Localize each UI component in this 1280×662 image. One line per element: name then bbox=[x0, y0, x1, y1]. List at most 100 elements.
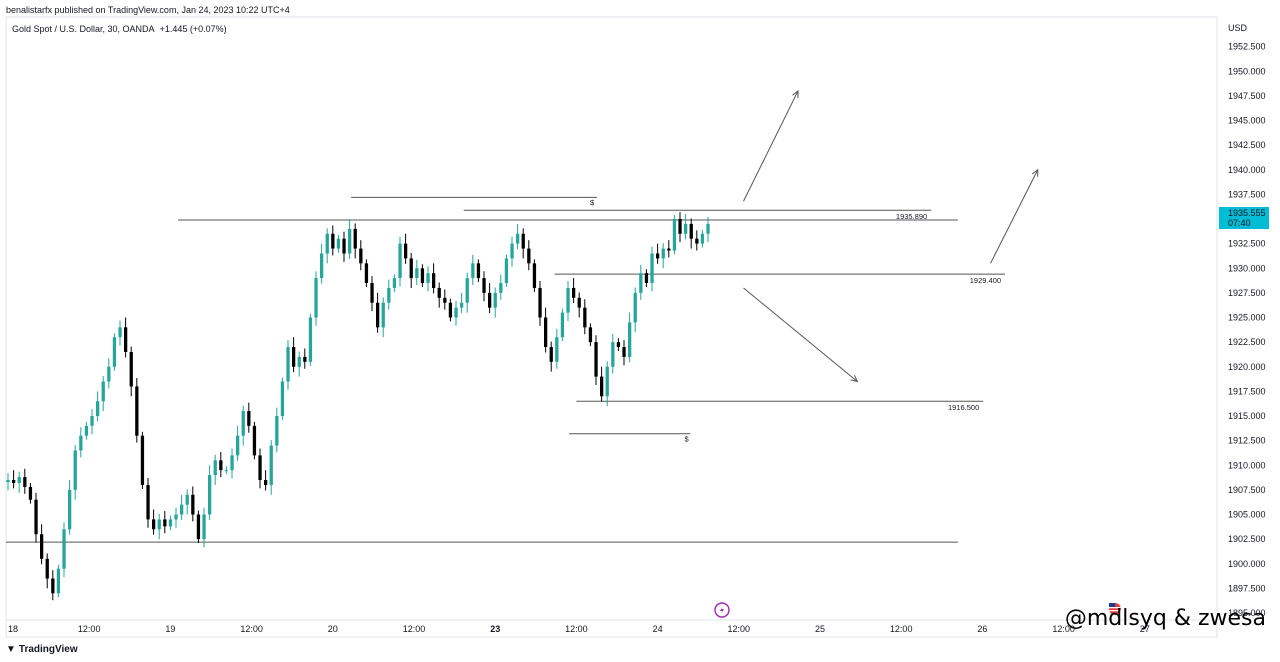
candle-body bbox=[62, 529, 66, 569]
price-tick-label: 1905.000 bbox=[1228, 510, 1266, 520]
price-tick-label: 1895.000 bbox=[1228, 608, 1266, 618]
candle-body bbox=[320, 253, 324, 279]
price-tick-label: 1920.000 bbox=[1228, 362, 1266, 372]
footer-brand[interactable]: ▼ TradingView bbox=[6, 644, 78, 655]
candle-body bbox=[392, 278, 397, 288]
price-tick-label: 1942.500 bbox=[1228, 140, 1266, 150]
price-tick-label: 1932.500 bbox=[1228, 239, 1266, 249]
candle-body bbox=[689, 223, 693, 239]
candle-body bbox=[583, 307, 587, 328]
candle-body bbox=[572, 287, 576, 298]
candle-body bbox=[68, 489, 72, 530]
candle-body bbox=[157, 519, 161, 530]
time-tick-label: 23 bbox=[490, 624, 500, 634]
time-tick-label: 12:00 bbox=[403, 624, 426, 634]
candle-body bbox=[527, 248, 531, 264]
price-tick-label: 1900.000 bbox=[1228, 559, 1266, 569]
candle-body bbox=[700, 233, 705, 244]
last-price-box bbox=[1219, 207, 1269, 229]
us-flag-icon[interactable] bbox=[1109, 603, 1121, 615]
candle-body bbox=[661, 248, 665, 259]
projection-arrowhead bbox=[850, 374, 859, 383]
candle-body bbox=[40, 534, 44, 559]
candle-body bbox=[560, 312, 565, 338]
candle-body bbox=[118, 327, 122, 338]
candle-body bbox=[196, 514, 201, 540]
candle-body bbox=[152, 519, 156, 530]
time-tick-label: 27 bbox=[1140, 624, 1150, 634]
candle-body bbox=[140, 435, 145, 485]
candle-body bbox=[633, 292, 637, 323]
last-price-value: 1935.555 bbox=[1228, 208, 1266, 218]
candle-body bbox=[275, 416, 279, 446]
candle-body bbox=[264, 480, 268, 485]
footer-brand-text: TradingView bbox=[18, 644, 78, 655]
price-tick-label: 1927.500 bbox=[1228, 288, 1266, 298]
candle-body bbox=[6, 480, 10, 482]
candle-body bbox=[213, 460, 217, 476]
candle-body bbox=[454, 307, 458, 318]
candle-body bbox=[398, 243, 402, 279]
candle-body bbox=[370, 283, 374, 303]
candle-body bbox=[84, 425, 89, 436]
price-tick-label: 1952.500 bbox=[1228, 42, 1266, 52]
projection-arrow[interactable] bbox=[990, 169, 1039, 264]
price-tick-label: 1925.000 bbox=[1228, 313, 1266, 323]
candle-body bbox=[544, 317, 548, 348]
price-tick-label: 1915.000 bbox=[1228, 411, 1266, 421]
watermark-text: @mdlsyq & zwesa bbox=[1064, 606, 1266, 631]
last-price-countdown: 07:40 bbox=[1228, 218, 1251, 228]
candle-body bbox=[252, 425, 257, 456]
time-tick-label: 18 bbox=[8, 624, 18, 634]
projection-arrowhead bbox=[792, 89, 799, 98]
candle-body bbox=[409, 258, 413, 279]
level-label: 1929.400 bbox=[970, 276, 1001, 285]
candle-body bbox=[331, 233, 335, 249]
time-tick-label: 26 bbox=[977, 624, 987, 634]
candle-body bbox=[308, 317, 313, 362]
price-tick-label: 1907.500 bbox=[1228, 485, 1266, 495]
candle-body bbox=[168, 519, 173, 527]
candle-body bbox=[488, 292, 492, 308]
candle-body bbox=[566, 287, 570, 313]
candle-body bbox=[286, 347, 290, 382]
candle-body bbox=[538, 287, 542, 318]
candle-body bbox=[678, 219, 682, 234]
time-tick-label: 20 bbox=[328, 624, 338, 634]
candle-body bbox=[499, 283, 503, 293]
time-axis: 18 12:00 19 12:00 20 12:00 23 12:00 24 12:00 25 12:… bbox=[8, 624, 1150, 634]
candle-body bbox=[23, 477, 27, 487]
candle-body bbox=[314, 278, 318, 318]
dollar-annotation: $ bbox=[684, 435, 689, 444]
candle-body bbox=[269, 445, 273, 485]
candle-body bbox=[516, 233, 520, 244]
candle-body bbox=[616, 342, 621, 348]
candle-body bbox=[600, 376, 604, 397]
candle-body bbox=[521, 233, 525, 249]
price-tick-label: 1912.500 bbox=[1228, 436, 1266, 446]
candle-body bbox=[577, 297, 581, 308]
candle-body bbox=[180, 504, 184, 515]
candle-body bbox=[364, 263, 369, 284]
candle-body bbox=[555, 337, 559, 362]
candle-body bbox=[684, 223, 688, 234]
candle-body bbox=[208, 475, 212, 515]
candle-body bbox=[163, 519, 167, 527]
candle-body bbox=[695, 238, 699, 244]
candle-body bbox=[342, 238, 346, 254]
lightning-icon[interactable] bbox=[714, 602, 730, 618]
candle-body bbox=[129, 351, 133, 387]
time-tick-label: 19 bbox=[165, 624, 175, 634]
candle-body bbox=[112, 337, 117, 367]
level-label: 1916.500 bbox=[948, 403, 979, 412]
candle-body bbox=[185, 494, 189, 505]
price-tick-label: 1937.500 bbox=[1228, 189, 1266, 199]
projection-arrow[interactable] bbox=[743, 90, 799, 202]
symbol-name: Gold Spot / U.S. Dollar, 30, OANDA bbox=[12, 24, 155, 34]
candle-body bbox=[443, 297, 447, 303]
watermark: @mdlsyq & zwesa bbox=[1065, 606, 1266, 631]
price-tick-label: 1930.000 bbox=[1228, 263, 1266, 273]
projection-arrow[interactable] bbox=[743, 287, 858, 382]
symbol-info: Gold Spot / U.S. Dollar, 30, OANDA +1.44… bbox=[12, 24, 227, 34]
